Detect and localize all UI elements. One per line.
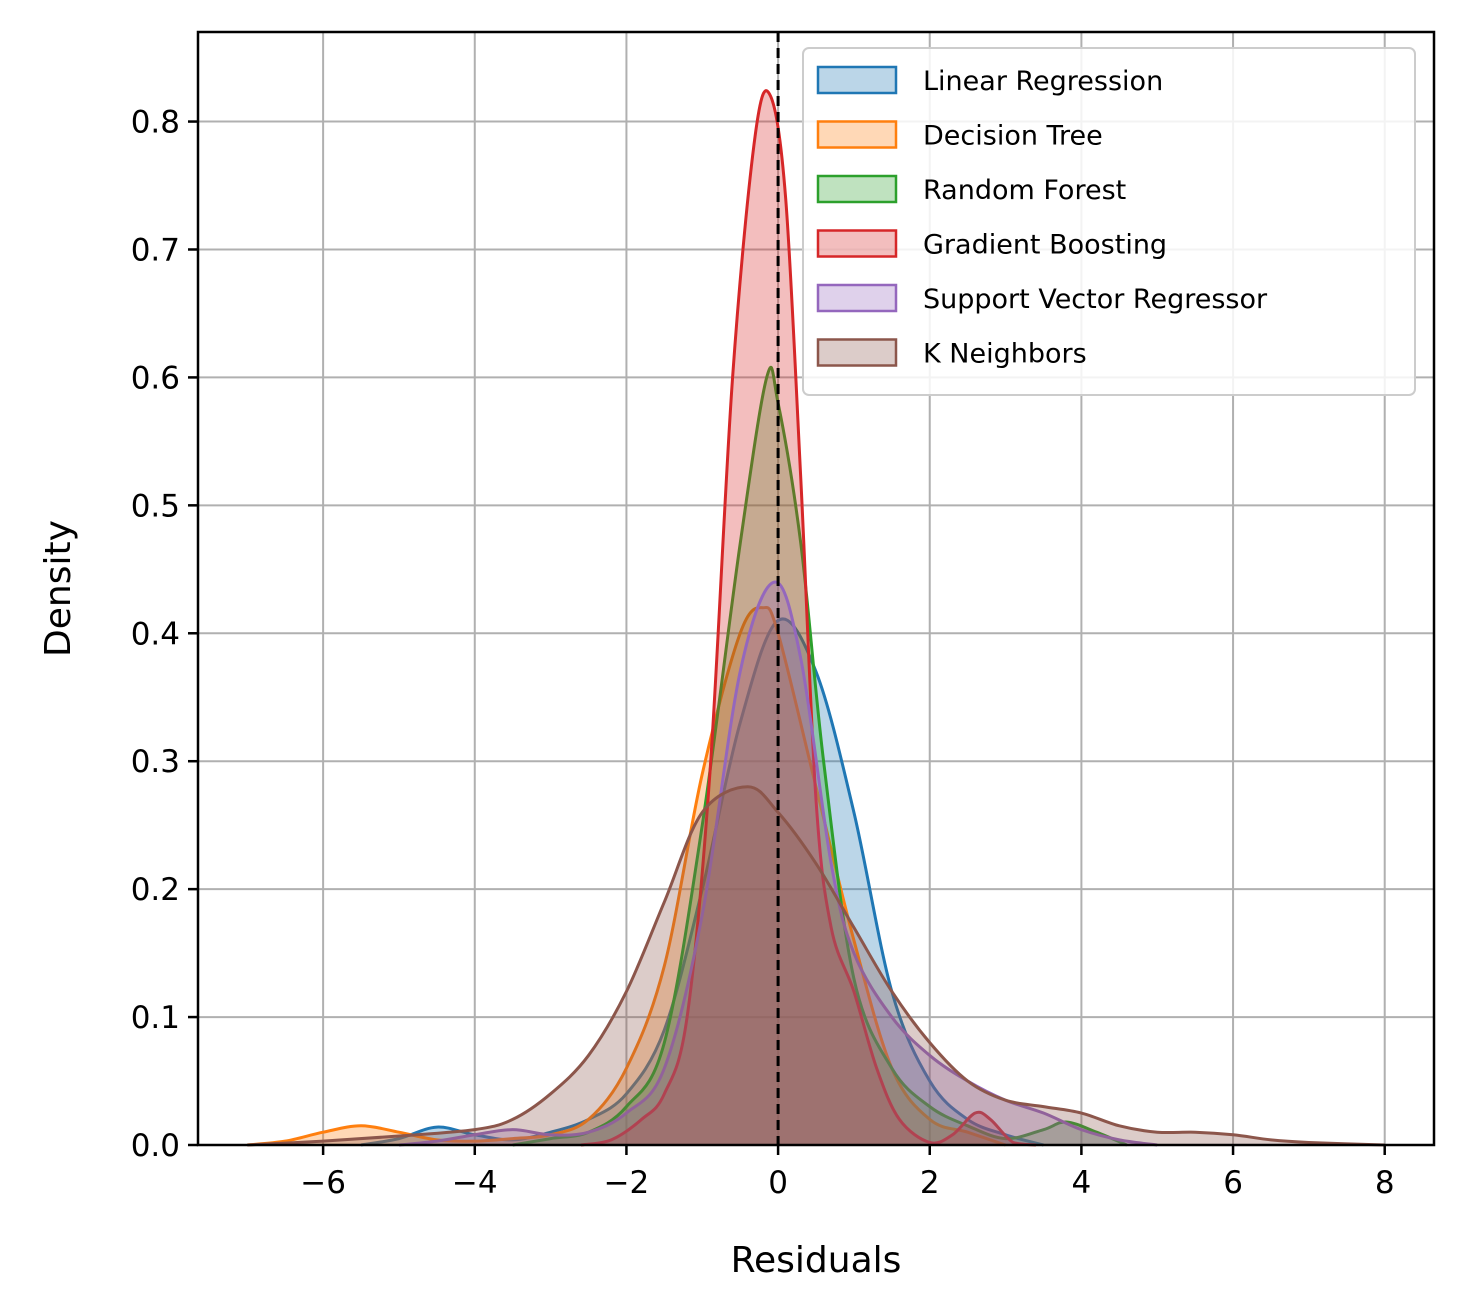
legend-item-decision-tree: Decision Tree: [816, 120, 1103, 152]
x-tick-label: 8: [1375, 1165, 1395, 1201]
plot-frame: [196, 30, 1436, 1147]
x-tick-label: 2: [920, 1165, 940, 1201]
y-tick-label: 0.0: [131, 1128, 180, 1164]
density-line-decision-tree: [247, 605, 1007, 1147]
legend-swatch: [816, 338, 898, 367]
density-area-random-forest: [512, 367, 1127, 1145]
legend-label: Decision Tree: [923, 121, 1103, 152]
y-tick-label: 0.2: [131, 872, 180, 908]
legend-swatch: [816, 283, 898, 313]
legend-label: Linear Regression: [923, 66, 1163, 97]
y-tick-label: 0.6: [131, 360, 180, 396]
density-line-gradient-boosting: [580, 89, 1037, 1147]
legend-swatch: [816, 120, 898, 149]
axes: −6 −4 −2 0 2 4 6 8 0.0 0.1 0.2 0.3 0.4 0.5 0.6 0.7 0.8 Re…: [38, 30, 1436, 1281]
density-line-linear-regression: [360, 617, 1044, 1147]
legend-label: Gradient Boosting: [923, 230, 1167, 261]
legend: Linear Regression Decision Tree Random For…: [802, 47, 1416, 396]
density-area-decision-tree: [247, 607, 1006, 1145]
density-area-support-vector-regressor: [398, 582, 1158, 1145]
legend-box: [802, 47, 1416, 396]
legend-item-gradient-boosting: Gradient Boosting: [816, 229, 1167, 261]
legend-label: K Neighbors: [923, 339, 1087, 370]
y-tick-label: 0.7: [131, 232, 180, 268]
density-line-k-neighbors: [247, 785, 1385, 1147]
series-areas: [247, 89, 1385, 1147]
x-tick-label: −4: [452, 1165, 498, 1201]
y-tick-label: 0.5: [131, 488, 180, 524]
density-area-k-neighbors: [247, 786, 1385, 1145]
density-area-gradient-boosting: [580, 90, 1036, 1145]
x-tick-label: 4: [1072, 1165, 1092, 1201]
x-tick-label: −2: [604, 1165, 650, 1201]
x-axis-title: Residuals: [731, 1240, 902, 1281]
legend-swatch: [816, 229, 898, 258]
x-tick-label: −6: [300, 1165, 346, 1201]
y-tick-label: 0.4: [131, 616, 180, 652]
legend-item-linear-regression: Linear Regression: [816, 65, 1163, 97]
x-tick-label: 0: [768, 1165, 788, 1201]
y-tick-label: 0.3: [131, 744, 180, 780]
legend-item-random-forest: Random Forest: [816, 174, 1126, 206]
y-tick-label: 0.8: [131, 105, 180, 141]
y-tick-label: 0.1: [131, 1000, 180, 1036]
x-tick-label: 6: [1223, 1165, 1243, 1201]
legend-swatch: [816, 174, 898, 204]
legend-item-support-vector-regressor: Support Vector Regressor: [816, 283, 1268, 315]
legend-label: Random Forest: [923, 175, 1126, 206]
legend-item-k-neighbors: K Neighbors: [816, 338, 1087, 370]
y-axis-title: Density: [38, 520, 79, 657]
legend-label: Support Vector Regressor: [923, 284, 1268, 315]
legend-swatch: [816, 65, 898, 95]
